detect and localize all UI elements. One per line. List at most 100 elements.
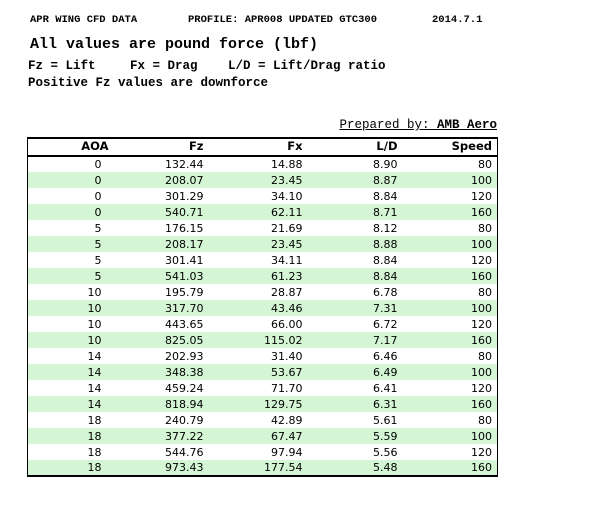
cell-ld: 5.48 [307,460,403,476]
table-row: 10 825.05 115.02 7.17 160 [27,332,498,348]
cell-fz: 208.17 [113,236,209,252]
cell-aoa: 18 [27,444,114,460]
table-row: 14 202.93 31.40 6.46 80 [27,348,498,364]
cell-speed: 100 [402,428,498,444]
cell-ld: 6.78 [307,284,403,300]
cell-fz: 540.71 [113,204,209,220]
cell-fx: 53.67 [208,364,308,380]
cell-fz: 176.15 [113,220,209,236]
cell-fx: 31.40 [208,348,308,364]
cell-fx: 115.02 [208,332,308,348]
cell-fx: 42.89 [208,412,308,428]
cell-fx: 129.75 [208,396,308,412]
table-row: 10 195.79 28.87 6.78 80 [27,284,498,300]
cell-fx: 34.11 [208,252,308,268]
cell-ld: 6.31 [307,396,403,412]
cell-fx: 62.11 [208,204,308,220]
table-row: 0 208.07 23.45 8.87 100 [27,172,498,188]
cell-aoa: 14 [27,380,114,396]
cell-aoa: 14 [27,364,114,380]
cell-ld: 5.61 [307,412,403,428]
cell-aoa: 18 [27,428,114,444]
cell-fz: 202.93 [113,348,209,364]
cell-aoa: 18 [27,412,114,428]
legend-fz: Fz = Lift [28,59,96,73]
table-row: 14 459.24 71.70 6.41 120 [27,380,498,396]
col-header-ld: L/D [307,138,403,157]
cell-fz: 132.44 [113,156,209,172]
table-row: 18 240.79 42.89 5.61 80 [27,412,498,428]
prepared-by: Prepared by: AMB Aero [27,119,497,132]
table-row: 10 317.70 43.46 7.31 100 [27,300,498,316]
table-body: 0 132.44 14.88 8.90 80 0 208.07 23.45 8.87 100 0 30… [27,156,498,476]
cell-ld: 8.84 [307,188,403,204]
cell-ld: 8.88 [307,236,403,252]
cell-speed: 80 [402,348,498,364]
cell-aoa: 0 [27,156,114,172]
cell-speed: 100 [402,172,498,188]
table-row: 0 301.29 34.10 8.84 120 [27,188,498,204]
cell-speed: 120 [402,444,498,460]
cell-fz: 541.03 [113,268,209,284]
downforce-note: Positive Fz values are downforce [28,76,269,90]
cell-fz: 240.79 [113,412,209,428]
cell-aoa: 10 [27,316,114,332]
cell-fz: 208.07 [113,172,209,188]
legend-ld: L/D = Lift/Drag ratio [228,59,386,73]
cell-fz: 973.43 [113,460,209,476]
cell-speed: 80 [402,220,498,236]
cell-ld: 8.90 [307,156,403,172]
cell-speed: 160 [402,204,498,220]
units-note: All values are pound force (lbf) [30,36,319,53]
cell-fx: 97.94 [208,444,308,460]
cell-ld: 7.31 [307,300,403,316]
table-header-row: AOA Fz Fx L/D Speed [27,138,498,157]
table-row: 5 541.03 61.23 8.84 160 [27,268,498,284]
cell-speed: 80 [402,156,498,172]
cfd-data-table: AOA Fz Fx L/D Speed 0 132.44 14.88 8.90 80 0 2… [27,137,498,477]
col-header-speed: Speed [402,138,498,157]
cell-aoa: 5 [27,268,114,284]
cell-ld: 8.87 [307,172,403,188]
cell-aoa: 5 [27,252,114,268]
report-title: APR WING CFD DATA [30,14,138,26]
table-row: 18 973.43 177.54 5.48 160 [27,460,498,476]
cell-aoa: 10 [27,300,114,316]
cell-speed: 120 [402,380,498,396]
cell-fz: 459.24 [113,380,209,396]
cell-fz: 818.94 [113,396,209,412]
cell-speed: 120 [402,316,498,332]
cell-ld: 6.41 [307,380,403,396]
cell-ld: 6.72 [307,316,403,332]
cell-speed: 160 [402,332,498,348]
col-header-fz: Fz [113,138,209,157]
cell-aoa: 0 [27,172,114,188]
table-row: 0 540.71 62.11 8.71 160 [27,204,498,220]
cell-fx: 34.10 [208,188,308,204]
cell-speed: 80 [402,284,498,300]
cell-aoa: 5 [27,220,114,236]
cell-aoa: 14 [27,348,114,364]
cell-fx: 23.45 [208,236,308,252]
table-row: 18 544.76 97.94 5.56 120 [27,444,498,460]
prepared-by-value: AMB Aero [436,118,497,132]
cell-speed: 100 [402,236,498,252]
cell-speed: 120 [402,252,498,268]
legend-fx: Fx = Drag [130,59,198,73]
cell-fz: 825.05 [113,332,209,348]
cell-speed: 120 [402,188,498,204]
cell-fz: 301.41 [113,252,209,268]
cell-fx: 43.46 [208,300,308,316]
col-header-fx: Fx [208,138,308,157]
table-row: 5 301.41 34.11 8.84 120 [27,252,498,268]
cell-speed: 80 [402,412,498,428]
cell-fz: 377.22 [113,428,209,444]
cell-fx: 23.45 [208,172,308,188]
table-row: 10 443.65 66.00 6.72 120 [27,316,498,332]
table-row: 5 176.15 21.69 8.12 80 [27,220,498,236]
profile-label: PROFILE: APR008 UPDATED GTC300 [188,14,378,26]
cell-aoa: 0 [27,204,114,220]
cell-speed: 100 [402,364,498,380]
table-row: 0 132.44 14.88 8.90 80 [27,156,498,172]
cell-ld: 6.46 [307,348,403,364]
